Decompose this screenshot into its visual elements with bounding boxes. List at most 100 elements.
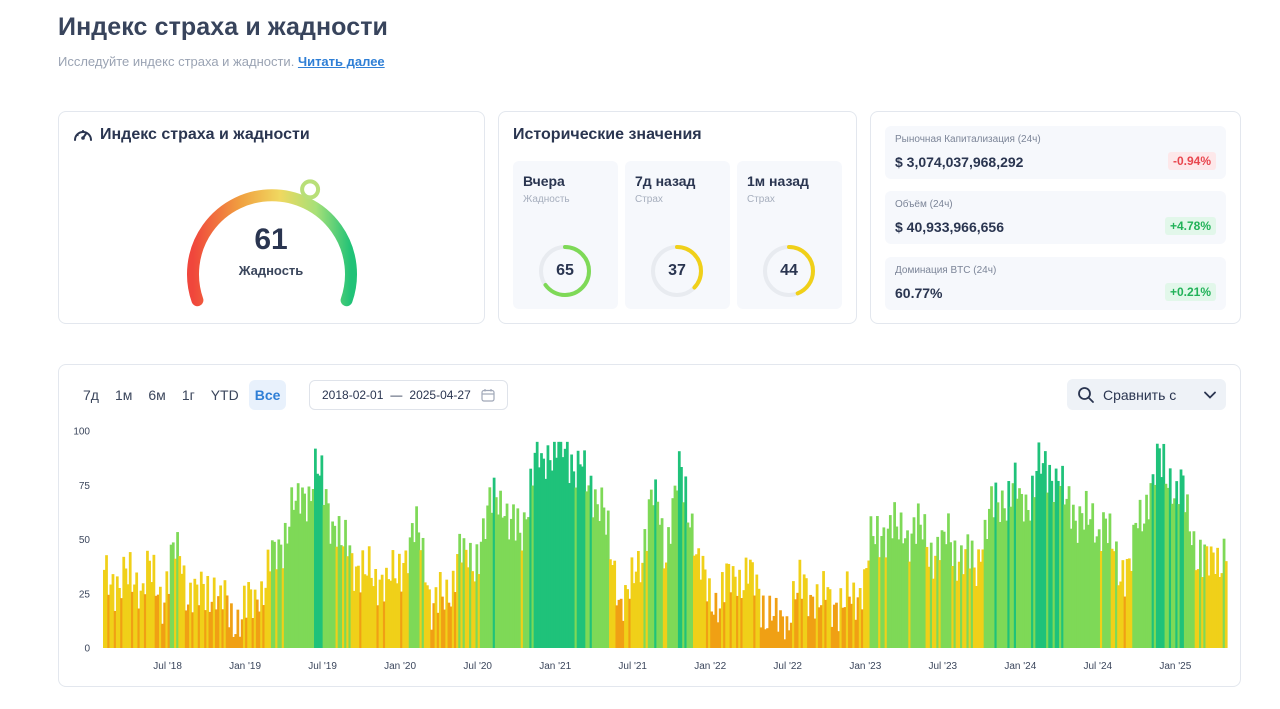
history-bar[interactable] xyxy=(880,536,884,648)
history-bar[interactable] xyxy=(652,505,655,648)
history-bar[interactable] xyxy=(884,557,888,648)
history-bar[interactable] xyxy=(1125,558,1129,648)
history-bar[interactable] xyxy=(565,441,569,648)
history-bar[interactable] xyxy=(542,458,546,648)
history-bar[interactable] xyxy=(1065,498,1069,648)
history-bar[interactable] xyxy=(766,628,769,648)
history-bar[interactable] xyxy=(333,525,337,648)
history-bar[interactable] xyxy=(365,575,369,648)
history-bar[interactable] xyxy=(994,482,998,648)
history-bar[interactable] xyxy=(1061,465,1064,648)
read-more-link[interactable]: Читать далее xyxy=(297,54,385,69)
history-bar[interactable] xyxy=(960,545,963,648)
history-bar[interactable] xyxy=(292,509,296,648)
history-bar[interactable] xyxy=(570,454,574,648)
history-bar[interactable] xyxy=(919,524,922,648)
history-bar[interactable] xyxy=(891,538,894,648)
history-bar[interactable] xyxy=(675,490,679,648)
history-bar[interactable] xyxy=(1102,512,1105,648)
history-bar[interactable] xyxy=(120,598,123,648)
history-bar[interactable] xyxy=(208,611,212,648)
history-bar[interactable] xyxy=(998,521,1002,648)
history-bar[interactable] xyxy=(1119,581,1123,648)
history-bar[interactable] xyxy=(1199,539,1202,648)
history-bar[interactable] xyxy=(501,517,505,648)
history-bar[interactable] xyxy=(901,543,905,648)
history-bar[interactable] xyxy=(1009,506,1013,648)
history-bar[interactable] xyxy=(876,516,879,648)
history-bar[interactable] xyxy=(878,557,881,648)
history-bar[interactable] xyxy=(509,518,513,648)
history-bar[interactable] xyxy=(1052,502,1056,648)
history-bar[interactable] xyxy=(456,554,459,648)
history-bar[interactable] xyxy=(981,549,985,648)
history-bar[interactable] xyxy=(563,448,567,648)
history-bar[interactable] xyxy=(897,539,901,648)
history-bar[interactable] xyxy=(957,561,961,648)
history-bar[interactable] xyxy=(996,502,1000,648)
history-bar[interactable] xyxy=(1013,462,1017,648)
history-bar[interactable] xyxy=(936,536,940,648)
history-bar[interactable] xyxy=(854,619,858,648)
history-bar[interactable] xyxy=(182,565,186,648)
history-bar[interactable] xyxy=(792,581,795,648)
history-bar[interactable] xyxy=(1181,475,1185,648)
history-bar[interactable] xyxy=(307,486,311,649)
history-bar[interactable] xyxy=(329,543,332,648)
history-bar[interactable] xyxy=(507,539,511,648)
history-bar[interactable] xyxy=(264,587,268,648)
history-bar[interactable] xyxy=(1155,443,1159,648)
history-bar[interactable] xyxy=(1087,524,1090,648)
history-bar[interactable] xyxy=(378,579,382,648)
history-bar[interactable] xyxy=(738,569,741,648)
history-bar[interactable] xyxy=(148,560,151,648)
history-bar[interactable] xyxy=(475,544,479,648)
history-bar[interactable] xyxy=(944,544,948,648)
history-bar[interactable] xyxy=(434,587,438,648)
history-bar[interactable] xyxy=(572,471,576,648)
history-bar[interactable] xyxy=(804,578,808,648)
history-bar[interactable] xyxy=(1222,538,1226,648)
history-bar[interactable] xyxy=(714,592,718,648)
history-bar[interactable] xyxy=(826,587,830,648)
history-bar[interactable] xyxy=(367,546,371,648)
history-bar[interactable] xyxy=(992,517,996,648)
history-bar[interactable] xyxy=(1194,570,1198,648)
history-bar[interactable] xyxy=(1162,443,1166,648)
history-bar[interactable] xyxy=(955,580,959,648)
history-bar[interactable] xyxy=(886,528,890,648)
history-bar[interactable] xyxy=(1056,480,1060,648)
history-bar[interactable] xyxy=(141,583,145,648)
history-bar[interactable] xyxy=(727,563,731,648)
history-bar[interactable] xyxy=(895,526,899,648)
history-bar[interactable] xyxy=(471,571,474,648)
history-bar[interactable] xyxy=(660,518,664,648)
history-bar[interactable] xyxy=(354,566,358,648)
history-bar[interactable] xyxy=(352,590,356,648)
history-bar[interactable] xyxy=(171,542,175,648)
history-bar[interactable] xyxy=(822,571,825,648)
history-bar[interactable] xyxy=(641,562,645,648)
history-bar[interactable] xyxy=(247,582,251,648)
history-bar[interactable] xyxy=(279,544,283,648)
history-bar[interactable] xyxy=(445,579,449,648)
history-bar[interactable] xyxy=(1207,575,1211,648)
history-bar[interactable] xyxy=(929,542,933,648)
history-bar[interactable] xyxy=(1005,520,1008,648)
range-7d-button[interactable]: 7д xyxy=(83,387,99,403)
history-bar[interactable] xyxy=(731,566,735,648)
history-bar[interactable] xyxy=(942,531,946,648)
history-bar[interactable] xyxy=(985,539,989,648)
history-bar[interactable] xyxy=(447,602,451,648)
history-bar[interactable] xyxy=(339,545,343,648)
history-bar[interactable] xyxy=(779,610,782,648)
history-bar[interactable] xyxy=(167,593,171,648)
history-bar[interactable] xyxy=(932,578,935,648)
history-bar[interactable] xyxy=(746,583,750,648)
history-bar[interactable] xyxy=(850,603,853,648)
history-bar[interactable] xyxy=(189,582,192,648)
history-bar[interactable] xyxy=(947,513,950,648)
history-bar[interactable] xyxy=(497,514,500,649)
history-bar[interactable] xyxy=(1214,573,1217,648)
history-bar[interactable] xyxy=(1186,494,1189,648)
